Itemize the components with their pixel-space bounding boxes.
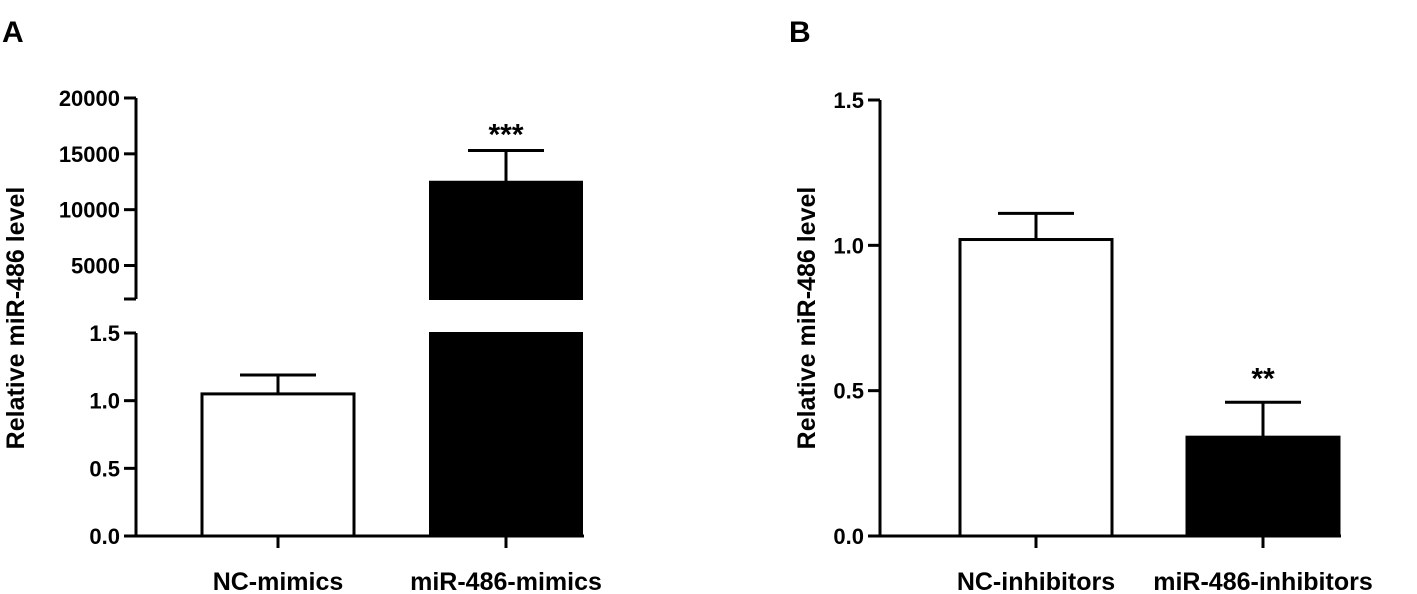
panel-a-bar-upper-segment [429,180,583,300]
panel-a-bar [200,392,356,538]
panel-a-letter: A [2,16,24,49]
panel-b-chart: B Relative miR-486 level 0.0 0.5 1.0 1.5 NC-… [789,16,1373,594]
panel-a-y-tick-label: 5000 [71,254,120,279]
panel-b-y-axis-title: Relative miR-486 level [793,187,821,450]
panel-a-chart: A Relative miR-486 level 0.0 0.5 1.0 1.5 500… [2,16,602,594]
panel-b-bar [958,238,1114,538]
panel-b-letter: B [789,16,811,49]
panel-a-y-tick-label: 15000 [59,142,120,167]
panel-a-bar-lower-segment [429,332,583,537]
panel-b-category-label: miR-486-inhibitors [1153,568,1372,594]
panel-a-y-tick-label: 1.5 [89,321,120,346]
panel-a-y-tick-label: 10000 [59,198,120,223]
panel-a-y-tick-label: 1.0 [89,389,120,414]
panel-b-y-tick-label: 1.5 [833,88,864,113]
panel-a-y-tick-label: 0.5 [89,456,120,481]
panel-a-significance: *** [488,118,523,151]
panel-b-y-tick-label: 0.0 [833,524,864,549]
panel-a-category-label: miR-486-mimics [410,568,602,594]
panel-a-category-label: NC-mimics [213,568,344,594]
panel-b-y-tick-label: 1.0 [833,233,864,258]
panel-a-y-tick-label: 0.0 [89,524,120,549]
panel-b-significance: ** [1251,362,1275,395]
panel-b-y-tick-label: 0.5 [833,379,864,404]
panel-a-y-tick-label: 20000 [59,86,120,111]
panel-b-category-label: NC-inhibitors [957,568,1115,594]
panel-a-y-axis-title: Relative miR-486 level [2,187,30,450]
panel-b-bar [1185,435,1341,538]
